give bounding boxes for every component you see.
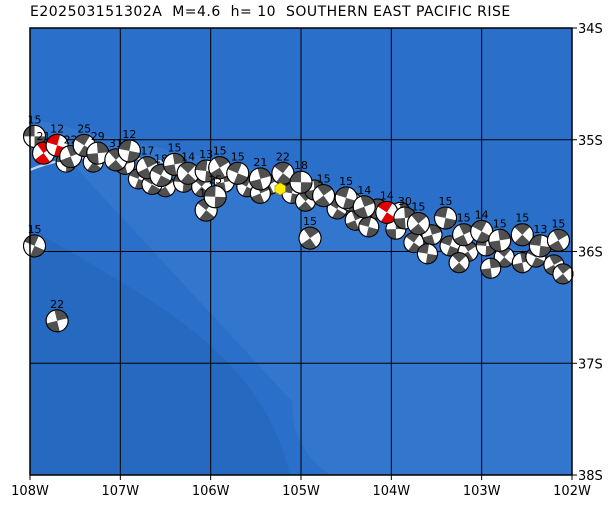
mechanism-depth-label: 17 bbox=[140, 145, 154, 158]
focal-mechanism bbox=[448, 252, 470, 274]
mechanism-depth-label: 15 bbox=[493, 217, 507, 230]
y-tick-label: 36S bbox=[578, 246, 603, 261]
x-tick-label: 106W bbox=[192, 484, 230, 499]
mechanism-depth-label: 18 bbox=[294, 159, 308, 172]
mechanism-depth-label: 15 bbox=[411, 201, 425, 214]
focal-mechanism bbox=[552, 263, 574, 285]
x-tick-label: 102W bbox=[553, 484, 591, 499]
y-tick-label: 37S bbox=[578, 357, 603, 372]
mechanism-depth-label: 15 bbox=[439, 195, 453, 208]
focal-mechanism bbox=[434, 206, 458, 230]
mechanism-depth-label: 15 bbox=[457, 212, 471, 225]
mechanism-depth-label: 14 bbox=[475, 208, 489, 221]
x-tick-label: 107W bbox=[101, 484, 139, 499]
mechanism-depth-label: 15 bbox=[213, 145, 227, 158]
mechanism-depth-label: 13 bbox=[199, 148, 213, 161]
mechanism-depth-label: 15 bbox=[339, 175, 353, 188]
mechanism-depth-label: 15 bbox=[317, 173, 331, 186]
mechanism-depth-label: 15 bbox=[168, 141, 182, 154]
focal-mechanism bbox=[23, 124, 47, 148]
mechanism-depth-label: 29 bbox=[91, 130, 105, 143]
mechanism-depth-label: 15 bbox=[208, 174, 222, 187]
x-tick-label: 103W bbox=[463, 484, 501, 499]
x-tick-label: 108W bbox=[11, 484, 49, 499]
focal-mechanism bbox=[271, 161, 295, 185]
mechanism-depth-label: 21 bbox=[253, 156, 267, 169]
mechanism-depth-label: 15 bbox=[231, 150, 245, 163]
y-tick-label: 38S bbox=[578, 469, 603, 484]
focal-mechanism bbox=[176, 161, 200, 185]
focal-mechanism bbox=[406, 212, 430, 236]
map-title: E202503151302A M=4.6 h= 10 SOUTHERN EAST… bbox=[30, 4, 511, 20]
mechanism-depth-label: 15 bbox=[515, 212, 529, 225]
focal-mechanism bbox=[488, 228, 512, 252]
focal-mechanism bbox=[528, 234, 552, 258]
focal-mechanism bbox=[470, 219, 494, 243]
focal-mechanism bbox=[289, 170, 313, 194]
deep-basin-shading bbox=[30, 228, 290, 475]
focal-mechanism bbox=[480, 257, 502, 279]
mechanism-depth-label: 14 bbox=[357, 184, 371, 197]
focal-mechanism bbox=[352, 195, 376, 219]
mechanism-depth-label: 15 bbox=[551, 217, 565, 230]
x-tick-label: 104W bbox=[372, 484, 410, 499]
event-epicenter-marker bbox=[274, 182, 286, 196]
focal-mechanism bbox=[546, 228, 570, 252]
focal-mechanism bbox=[45, 309, 69, 333]
mechanism-depth-label: 14 bbox=[181, 150, 195, 163]
mechanism-depth-label: 15 bbox=[28, 113, 42, 126]
mechanism-depth-label: 12 bbox=[50, 122, 64, 135]
focal-mechanism bbox=[298, 226, 322, 250]
focal-mechanism bbox=[510, 223, 534, 247]
mechanism-depth-label: 15 bbox=[303, 215, 317, 228]
mechanism-depth-label: 12 bbox=[122, 128, 136, 141]
focal-mechanism bbox=[416, 243, 438, 265]
mechanism-depth-label: 15 bbox=[28, 223, 42, 236]
focal-mechanism bbox=[334, 186, 358, 210]
mechanism-depth-label: 25 bbox=[77, 122, 91, 135]
focal-mechanism bbox=[248, 167, 272, 191]
mechanism-depth-label: 22 bbox=[276, 150, 290, 163]
focal-mechanism bbox=[203, 185, 227, 209]
mechanism-depth-label: 22 bbox=[50, 298, 64, 311]
mechanism-depth-label: 30 bbox=[398, 195, 412, 208]
focal-mechanism bbox=[208, 156, 232, 180]
y-tick-label: 35S bbox=[578, 134, 603, 149]
focal-mechanism bbox=[375, 200, 399, 224]
focal-mechanism bbox=[117, 139, 141, 163]
mechanism-depth-label: 13 bbox=[533, 223, 547, 236]
focal-mechanism bbox=[312, 184, 336, 208]
x-tick-label: 105W bbox=[282, 484, 320, 499]
mechanism-depth-label: 14 bbox=[380, 189, 394, 202]
focal-mechanism bbox=[226, 161, 250, 185]
y-tick-label: 34S bbox=[578, 22, 603, 37]
